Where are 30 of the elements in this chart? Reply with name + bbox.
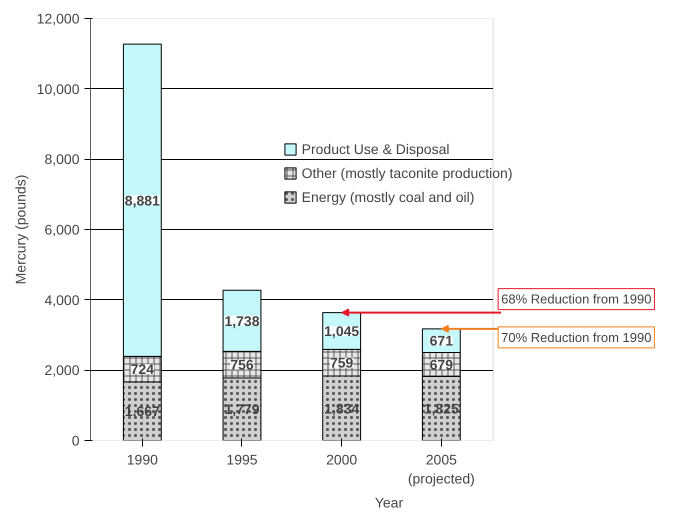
- data-label: 759: [330, 354, 354, 371]
- data-label: 1,667: [124, 403, 160, 420]
- data-label: 1,045: [324, 322, 360, 339]
- y-tick-label: 4,000: [44, 292, 80, 308]
- data-label: 1,834: [324, 400, 360, 416]
- y-tick-label: 10,000: [36, 80, 80, 97]
- legend-label: Energy (mostly coal and oil): [302, 189, 474, 205]
- data-label: 8,881: [124, 192, 160, 208]
- data-label: 671: [430, 332, 454, 349]
- data-label: 1,779: [224, 401, 260, 418]
- y-axis-title: Mercury (pounds): [12, 174, 29, 284]
- annotation: 70% Reduction from 1990: [501, 330, 652, 345]
- x-axis-title: Year: [374, 494, 404, 511]
- x-tick-label: 1995: [226, 452, 258, 468]
- annotation: 68% Reduction from 1990: [501, 292, 652, 307]
- x-tick-label: 2005 (projected): [408, 452, 475, 487]
- y-tick-label: 2,000: [44, 362, 80, 378]
- x-tick-label: 1990: [126, 452, 158, 468]
- y-tick-label: 8,000: [44, 151, 80, 168]
- data-label: 1,825: [424, 400, 460, 416]
- y-tick-label: 12,000: [36, 10, 80, 26]
- y-tick-label: 6,000: [44, 222, 80, 238]
- y-tick-label: 0: [72, 432, 80, 448]
- x-tick-label: 2000: [326, 452, 358, 468]
- legend-label: Product Use & Disposal: [302, 141, 450, 157]
- data-label: 756: [230, 356, 254, 373]
- legend-label: Other (mostly taconite production): [302, 165, 513, 181]
- data-label: 1,738: [224, 312, 260, 329]
- data-label: 724: [130, 361, 154, 378]
- data-label: 679: [430, 356, 454, 372]
